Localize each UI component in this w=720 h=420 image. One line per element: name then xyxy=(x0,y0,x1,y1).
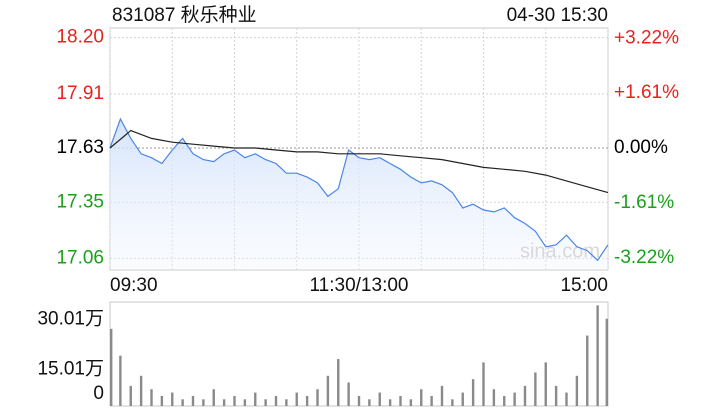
y-tick-label: 17.06 xyxy=(56,247,104,268)
volume-bar xyxy=(191,395,195,406)
volume-bar xyxy=(254,392,257,406)
y2-tick-label: -1.61% xyxy=(614,192,674,213)
volume-bar xyxy=(368,399,371,406)
x-tick-label: 15:00 xyxy=(560,275,608,296)
y-tick-label: 18.20 xyxy=(56,27,104,48)
volume-bar xyxy=(565,392,568,406)
volume-bar xyxy=(420,389,423,406)
volume-bar xyxy=(513,392,516,406)
volume-bar xyxy=(295,392,298,406)
y-tick-label: 15.01万 xyxy=(37,359,104,380)
volume-bar xyxy=(388,399,392,406)
average-line xyxy=(109,129,609,194)
y-tick-label: 17.35 xyxy=(56,191,104,212)
price-area xyxy=(110,119,608,270)
volume-bar xyxy=(492,389,496,406)
volume-bar xyxy=(605,318,608,406)
price-line xyxy=(109,117,609,262)
volume-bar xyxy=(285,399,288,406)
volume-bar xyxy=(326,375,330,406)
volume-frame xyxy=(109,301,609,407)
volume-bar xyxy=(305,395,309,406)
watermark: sina.com xyxy=(520,240,600,262)
volume-bar xyxy=(171,392,174,406)
volume-bar xyxy=(596,305,599,406)
y-tick-label: 17.63 xyxy=(56,137,104,158)
volume-bar xyxy=(337,359,340,406)
volume-bar xyxy=(150,389,153,406)
volume-bar xyxy=(503,395,506,406)
volume-bar xyxy=(212,389,215,406)
volume-bar xyxy=(347,382,350,406)
volume-bar xyxy=(440,385,444,406)
volume-bar xyxy=(222,399,226,406)
y2-tick-label: +1.61% xyxy=(614,82,679,103)
volume-bar xyxy=(523,385,527,406)
y2-tick-label: +3.22% xyxy=(614,27,679,48)
volume-bar xyxy=(233,395,236,406)
chart-time: 04-30 15:30 xyxy=(507,5,608,26)
volume-bar xyxy=(534,372,537,406)
volume-bar xyxy=(119,355,122,406)
volume-bar xyxy=(409,399,413,406)
volume-bar xyxy=(482,362,485,406)
volume-bar xyxy=(202,399,205,406)
volume-bar xyxy=(181,399,184,406)
y-tick-label: 17.91 xyxy=(56,83,104,104)
volume-bar xyxy=(316,389,319,406)
volume-bar xyxy=(471,379,475,406)
volume-bar xyxy=(160,395,164,406)
volume-bar xyxy=(451,399,454,406)
volume-bar xyxy=(110,328,113,406)
volume-bar xyxy=(461,392,464,406)
volume-bar xyxy=(357,395,361,406)
volume-bar xyxy=(554,385,558,406)
volume-bar xyxy=(544,362,547,406)
y-tick-label: 0 xyxy=(93,383,104,404)
volume-bar xyxy=(575,375,579,406)
volume-bar xyxy=(399,395,402,406)
x-tick-label: 09:30 xyxy=(110,275,158,296)
volume-bar xyxy=(243,399,247,406)
volume-bar xyxy=(274,395,278,406)
volume-bar xyxy=(139,375,143,406)
volume-bar xyxy=(264,399,267,406)
volume-bar xyxy=(430,395,433,406)
x-tick-label: 11:30/13:00 xyxy=(310,275,409,296)
y2-tick-label: -3.22% xyxy=(614,247,674,268)
volume-bar xyxy=(378,392,381,406)
chart-title: 831087 秋乐种业 xyxy=(112,4,257,26)
y2-tick-label: 0.00% xyxy=(614,137,668,158)
volume-bar xyxy=(129,385,132,406)
y-tick-label: 30.01万 xyxy=(37,308,104,329)
volume-bar xyxy=(586,335,589,406)
